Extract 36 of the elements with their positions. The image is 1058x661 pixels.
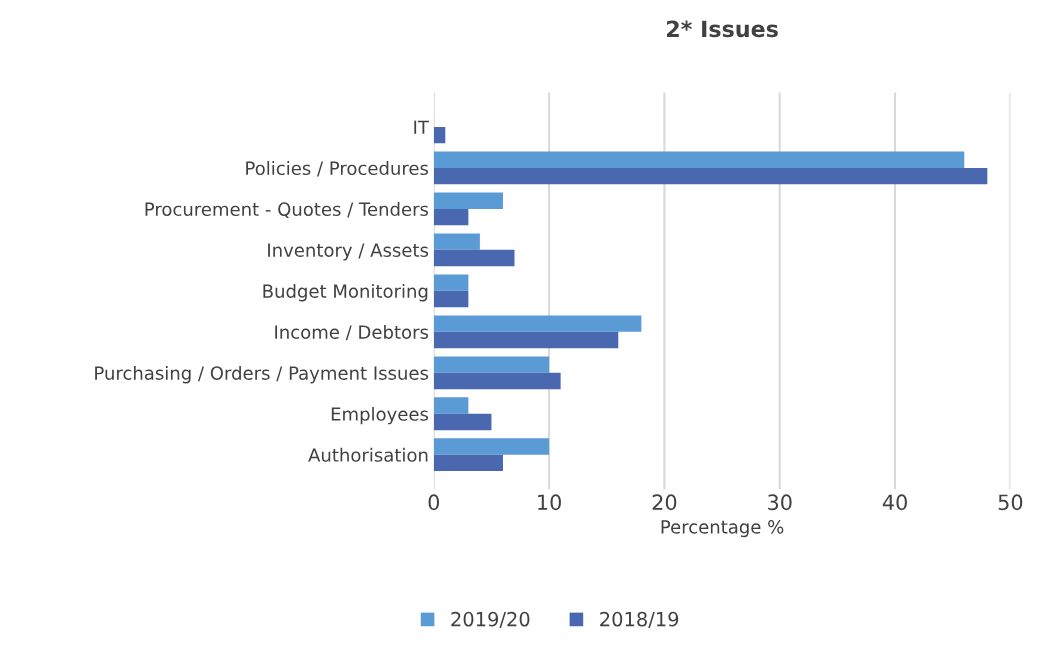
bar — [433, 208, 469, 226]
x-tick-label: 40 — [882, 494, 907, 511]
x-tick-label: 0 — [428, 494, 440, 511]
legend-label: 2019/20 — [451, 611, 530, 629]
legend-label: 2018/19 — [600, 611, 679, 629]
bar — [433, 233, 480, 250]
x-tick-label: 20 — [652, 494, 677, 511]
bar — [433, 126, 446, 144]
y-tick-label: Policies / Procedures — [246, 161, 429, 177]
bar — [433, 372, 561, 390]
y-tick-label: Procurement - Quotes / Tenders — [145, 202, 429, 219]
bar — [433, 274, 469, 291]
bar — [433, 454, 503, 472]
chart-title: 2* Issues — [667, 20, 778, 38]
x-tick-label: 30 — [768, 494, 792, 511]
x-tick-label: 10 — [538, 494, 561, 511]
y-tick-label: Authorisation — [308, 447, 428, 462]
y-tick-label: Budget Monitoring — [263, 283, 428, 302]
bar — [433, 151, 965, 168]
bar — [433, 331, 619, 349]
bar — [433, 192, 503, 209]
y-tick-label: IT — [414, 120, 429, 134]
bar — [433, 356, 550, 373]
bar — [433, 315, 642, 332]
bar — [433, 397, 469, 414]
y-tick-label: Purchasing / Orders / Payment Issues — [95, 365, 429, 384]
bar — [433, 438, 550, 455]
bar — [433, 249, 515, 267]
bar — [433, 290, 469, 308]
y-tick-label: Inventory / Assets — [268, 243, 429, 261]
y-tick-label: Income / Debtors — [275, 324, 429, 341]
bar — [433, 167, 988, 185]
y-tick-label: Employees — [331, 406, 429, 425]
x-axis-title: Percentage % — [661, 520, 784, 538]
x-tick-label: 50 — [998, 494, 1023, 511]
bar — [433, 413, 492, 431]
